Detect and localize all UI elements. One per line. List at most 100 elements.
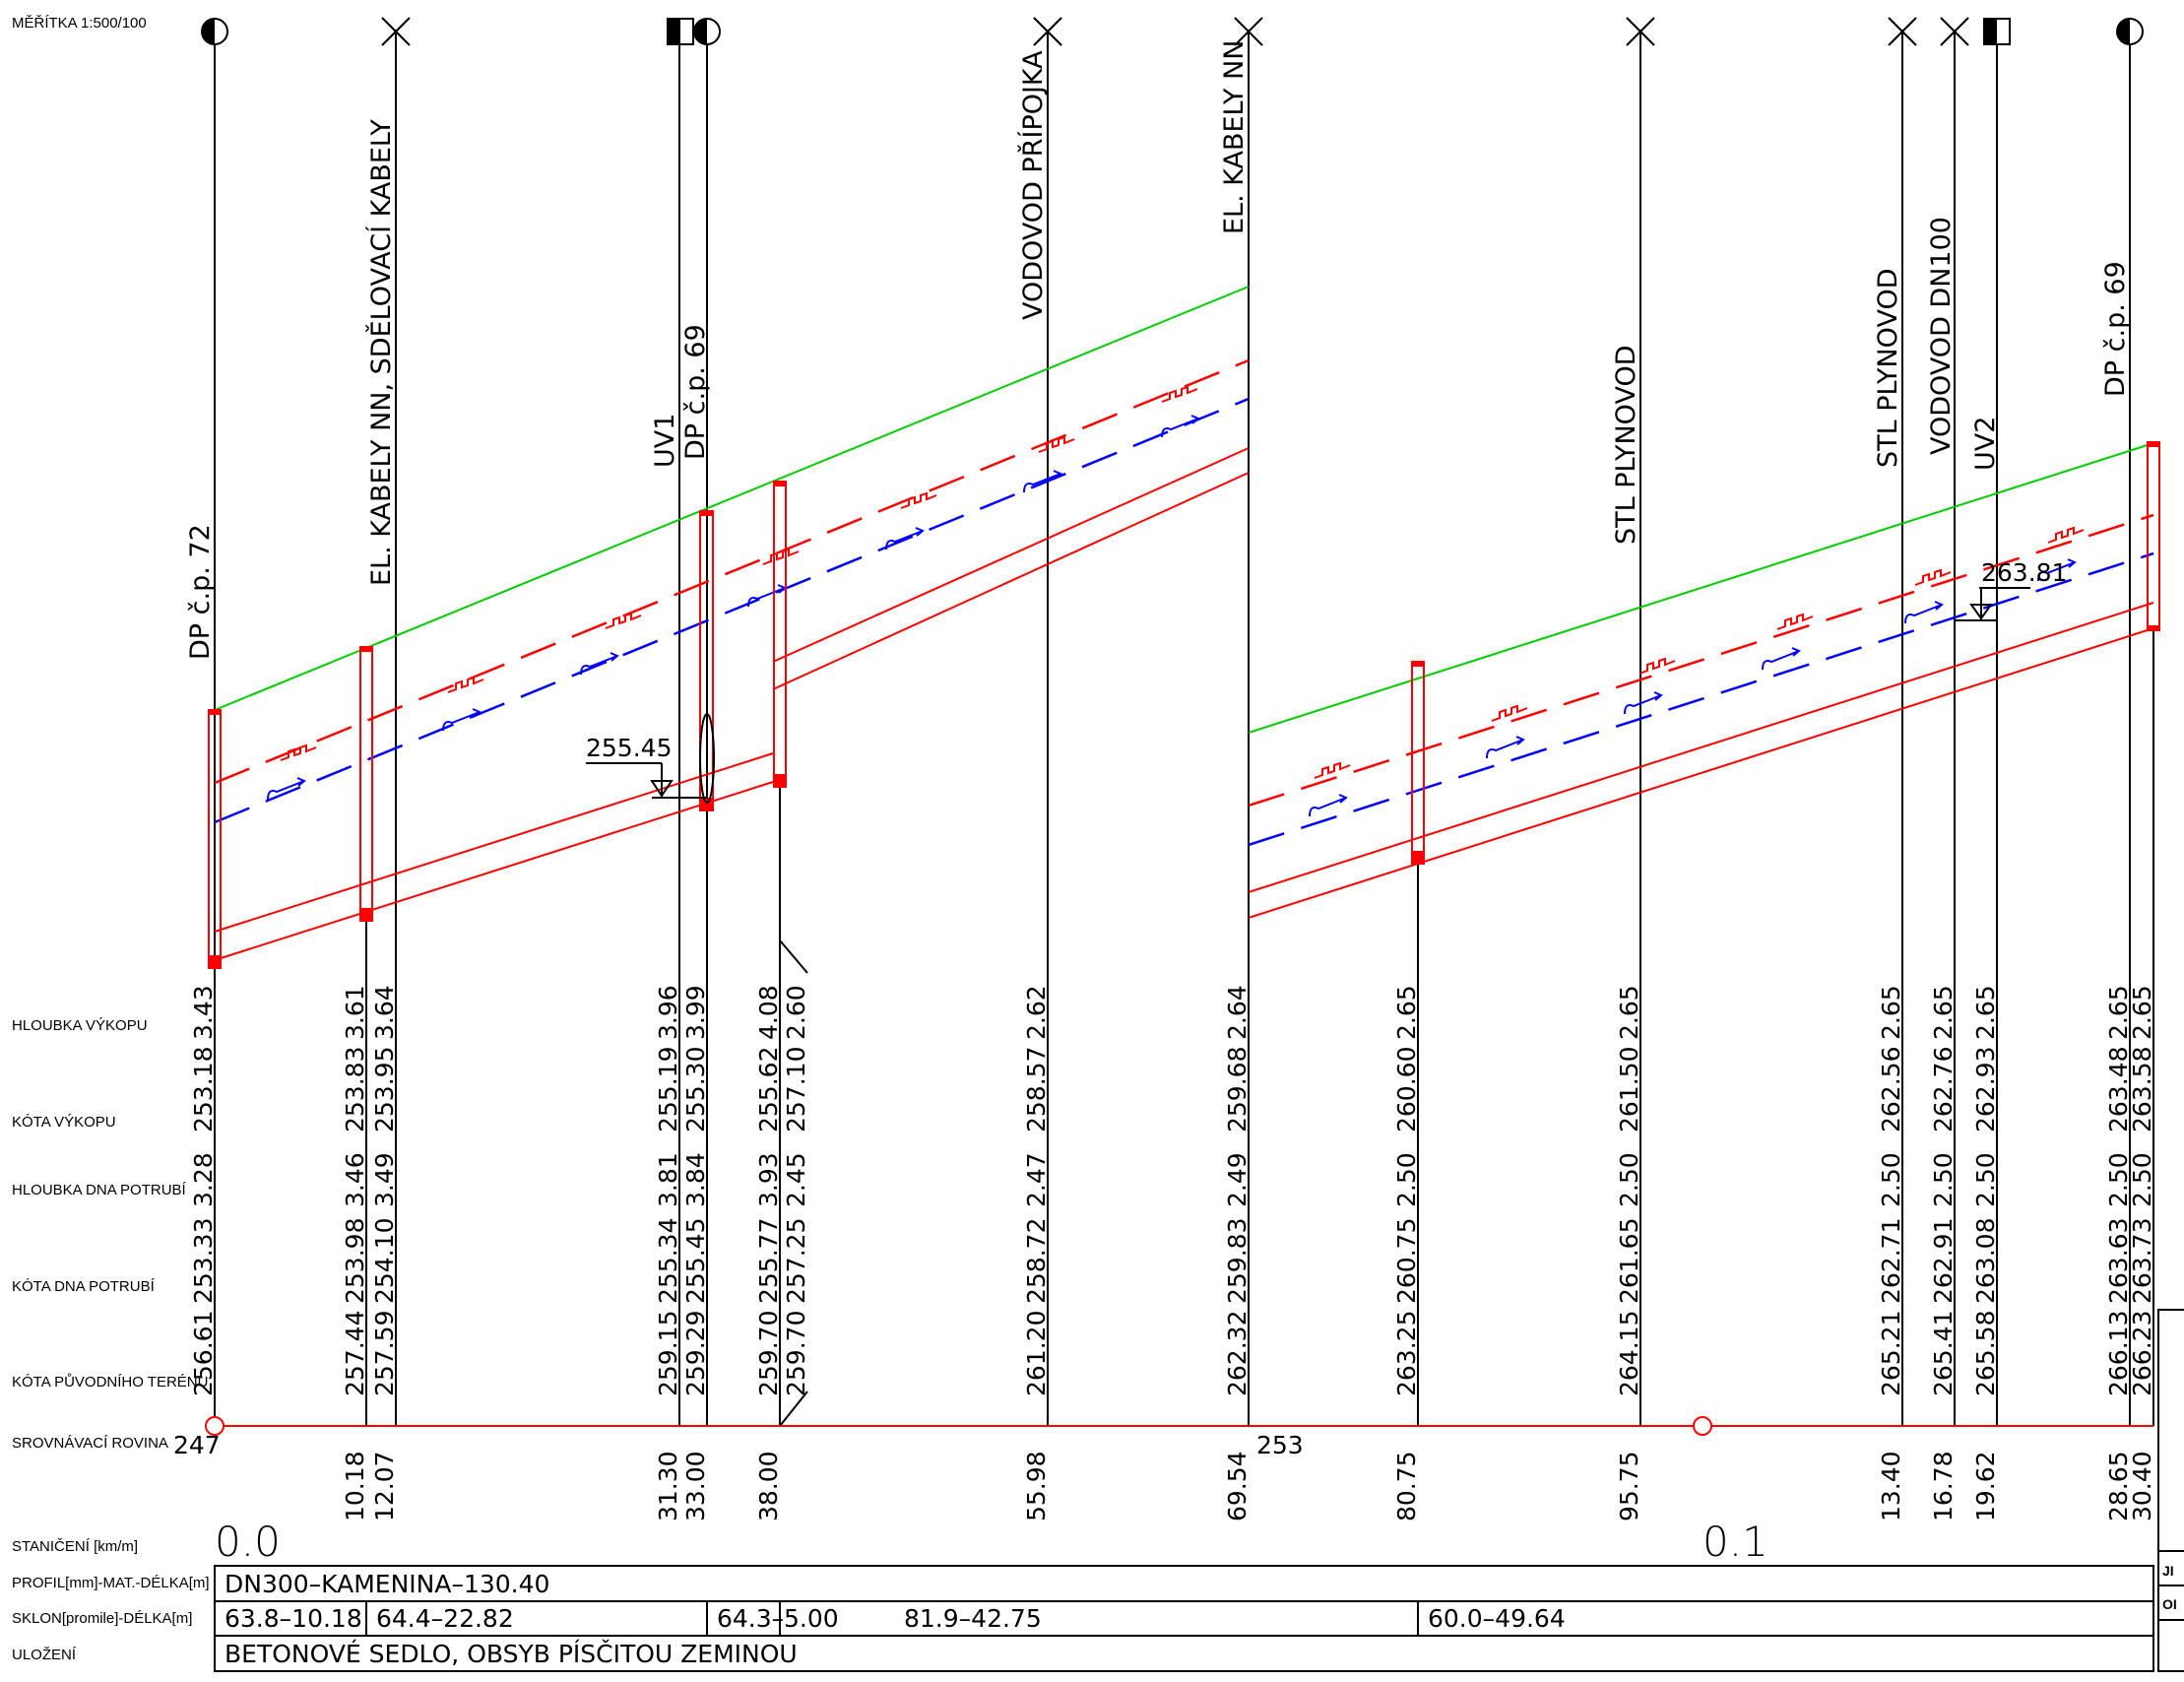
value-hloubka-vykopu: 2.65 bbox=[1877, 985, 1905, 1040]
value-kota-terenu: 265.21 bbox=[1877, 1311, 1905, 1396]
value-kota-dna: 261.65 bbox=[1615, 1218, 1643, 1304]
value-hloubka-dna: 3.46 bbox=[341, 1152, 369, 1207]
sklon-segment: 64.3– bbox=[717, 1604, 784, 1633]
manhole-s3 bbox=[773, 481, 787, 788]
value-kota-terenu: 259.15 bbox=[654, 1311, 682, 1396]
value-kota-terenu: 259.70 bbox=[754, 1311, 783, 1396]
sklon-segment: 63.8–10.18 bbox=[225, 1604, 362, 1633]
value-staniceni: 10.18 bbox=[341, 1451, 369, 1521]
manhole-s4 bbox=[1411, 661, 1425, 865]
crossing-label: VODOVOD DN100 bbox=[1926, 217, 1957, 455]
value-hloubka-vykopu: 4.08 bbox=[754, 985, 783, 1040]
value-kota-dna: 258.72 bbox=[1022, 1218, 1051, 1304]
value-staniceni: 30.40 bbox=[2128, 1451, 2156, 1521]
sklon-segment: 60.0–49.64 bbox=[1428, 1604, 1566, 1633]
label-profil: PROFIL[mm]-MAT.-DÉLKA[m] bbox=[12, 1575, 210, 1591]
value-hloubka-vykopu: 2.62 bbox=[1022, 985, 1051, 1040]
value-kota-vykopu: 257.10 bbox=[782, 1047, 810, 1132]
crossing-labels: DP č.p. 72 EL. KABELY NN, SDĚLOVACÍ KABE… bbox=[185, 40, 2131, 660]
value-hloubka-dna: 3.84 bbox=[681, 1152, 710, 1207]
value-kota-dna: 260.75 bbox=[1392, 1218, 1421, 1304]
crossing-label: VODOVOD PŘÍPOJKA bbox=[1017, 50, 1049, 320]
value-hloubka-dna: 3.93 bbox=[754, 1152, 783, 1207]
vertical-line bbox=[780, 940, 807, 973]
datum-line: 247 253 bbox=[173, 1417, 2153, 1459]
value-kota-terenu: 261.20 bbox=[1022, 1311, 1051, 1396]
value-kota-terenu: 266.23 bbox=[2128, 1311, 2156, 1396]
crossing-label: DP č.p. 72 bbox=[185, 524, 216, 660]
label-ulozeni: ULOŽENÍ bbox=[12, 1647, 77, 1663]
value-kota-terenu: 259.70 bbox=[782, 1311, 810, 1396]
value-hloubka-vykopu: 3.96 bbox=[654, 985, 682, 1040]
label-kota-vykopu: KÓTA VÝKOPU bbox=[12, 1114, 116, 1131]
label-kota-dna: KÓTA DNA POTRUBÍ bbox=[12, 1278, 156, 1295]
value-kota-vykopu: 263.58 bbox=[2128, 1047, 2156, 1132]
value-kota-terenu: 265.41 bbox=[1929, 1311, 1958, 1396]
value-kota-dna: 254.10 bbox=[370, 1218, 399, 1304]
value-kota-terenu: 264.15 bbox=[1615, 1311, 1643, 1396]
value-kota-dna: 257.25 bbox=[782, 1218, 810, 1304]
value-kota-dna: 262.71 bbox=[1877, 1218, 1905, 1304]
crossing-label: STL PLYNOVOD bbox=[1611, 346, 1641, 546]
km-mark: 0.1 bbox=[1702, 1518, 1768, 1566]
value-kota-terenu: 257.59 bbox=[370, 1311, 399, 1396]
crossing-label: UV1 bbox=[650, 414, 680, 468]
value-kota-vykopu: 262.76 bbox=[1929, 1047, 1958, 1132]
value-kota-terenu: 262.32 bbox=[1223, 1311, 1252, 1396]
value-kota-terenu: 256.61 bbox=[189, 1311, 218, 1396]
value-columns: 3.43 253.18 3.28 253.33 256.61 3.61 3.64253.83… bbox=[189, 985, 2156, 1521]
crossing-label: UV2 bbox=[1970, 417, 2001, 471]
value-kota-dna: 263.08 bbox=[1971, 1218, 2000, 1304]
half-circle-icon bbox=[202, 19, 227, 44]
value-kota-vykopu: 253.95 bbox=[370, 1047, 399, 1132]
value-hloubka-vykopu: 2.65 bbox=[2128, 985, 2156, 1040]
value-kota-dna: 259.83 bbox=[1223, 1218, 1252, 1304]
half-circle-icon bbox=[694, 19, 720, 44]
label-hloubka-dna: HLOUBKA DNA POTRUBÍ bbox=[12, 1182, 187, 1198]
value-kota-dna: 262.91 bbox=[1929, 1218, 1958, 1304]
value-staniceni: 12.07 bbox=[370, 1451, 399, 1521]
corner-fragment: JI bbox=[2162, 1563, 2174, 1579]
value-hloubka-vykopu: 3.99 bbox=[681, 985, 710, 1040]
value-hloubka-dna: 2.50 bbox=[1615, 1152, 1643, 1207]
sklon-segment: 81.9–42.75 bbox=[904, 1604, 1042, 1633]
value-hloubka-dna: 2.49 bbox=[1223, 1152, 1252, 1207]
label-srovnavaci-rovina: SROVNÁVACÍ ROVINA bbox=[12, 1435, 168, 1452]
water-dashed-line bbox=[215, 399, 2153, 845]
level-mark-value: 255.45 bbox=[586, 734, 672, 762]
half-square-icon bbox=[1984, 19, 2010, 44]
value-staniceni: 55.98 bbox=[1022, 1451, 1051, 1521]
pipe-lines bbox=[215, 448, 2153, 960]
value-hloubka-vykopu: 2.60 bbox=[782, 985, 810, 1040]
value-staniceni: 16.78 bbox=[1929, 1451, 1958, 1521]
value-kota-dna: 253.33 bbox=[189, 1218, 218, 1304]
row-labels: HLOUBKA VÝKOPU KÓTA VÝKOPU HLOUBKA DNA P… bbox=[12, 1017, 210, 1663]
value-staniceni: 80.75 bbox=[1392, 1451, 1421, 1521]
value-kota-vykopu: 259.68 bbox=[1223, 1047, 1252, 1132]
value-hloubka-vykopu: 2.64 bbox=[1223, 985, 1252, 1040]
el-cable-dashed-line bbox=[215, 360, 2153, 806]
sklon-segment: 5.00 bbox=[784, 1604, 839, 1633]
scale-label: MĚŘÍTKA 1:500/100 bbox=[12, 15, 147, 32]
value-staniceni: 69.54 bbox=[1223, 1451, 1252, 1521]
value-hloubka-vykopu: 2.65 bbox=[1615, 985, 1643, 1040]
value-kota-vykopu: 255.62 bbox=[754, 1047, 783, 1132]
value-kota-terenu: 265.58 bbox=[1971, 1311, 2000, 1396]
value-hloubka-dna: 2.50 bbox=[1929, 1152, 1958, 1207]
km-mark: 0.0 bbox=[215, 1518, 281, 1566]
label-sklon: SKLON[promile]-DÉLKA[m] bbox=[12, 1610, 192, 1627]
value-kota-vykopu: 253.83 bbox=[341, 1047, 369, 1132]
level-mark-value: 263.81 bbox=[1981, 558, 2067, 587]
value-hloubka-dna: 2.45 bbox=[782, 1152, 810, 1207]
value-kota-vykopu: 262.93 bbox=[1971, 1047, 2000, 1132]
value-hloubka-dna: 2.50 bbox=[1971, 1152, 2000, 1207]
value-hloubka-dna: 3.81 bbox=[654, 1152, 682, 1207]
value-hloubka-dna: 2.50 bbox=[1392, 1152, 1421, 1207]
sklon-segment: 64.4–22.82 bbox=[376, 1604, 514, 1633]
value-kota-vykopu: 253.18 bbox=[189, 1047, 218, 1132]
datum-value: 247 bbox=[173, 1431, 221, 1459]
value-kota-dna: 255.34 bbox=[654, 1218, 682, 1304]
value-staniceni: 95.75 bbox=[1615, 1451, 1643, 1521]
crossing-label: EL. KABELY NN bbox=[1219, 40, 1250, 234]
